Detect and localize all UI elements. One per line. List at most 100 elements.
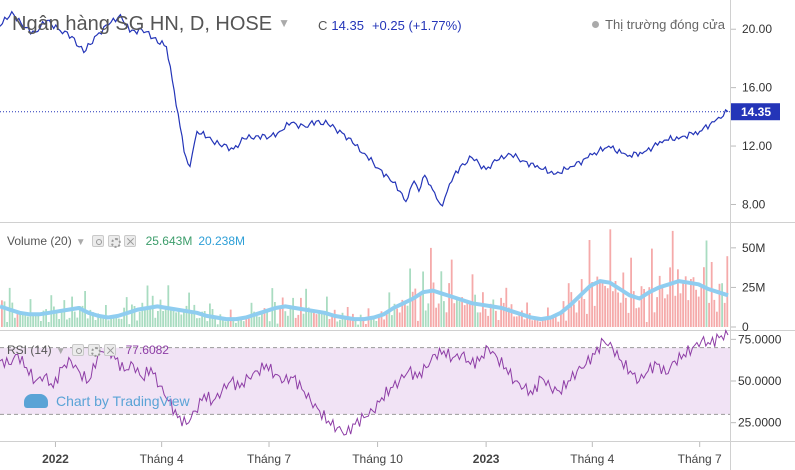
time-axis[interactable]: 2022 Tháng 4 Tháng 7 Tháng 10 2023 Tháng 4 Thá…	[42, 442, 722, 466]
rsi-close-icon[interactable]	[103, 344, 116, 356]
close-label: C	[318, 18, 328, 33]
volume-bar	[354, 320, 357, 327]
volume-bar	[687, 300, 690, 327]
volume-bar	[638, 307, 640, 327]
volume-bar	[396, 308, 398, 327]
volume-gear-icon[interactable]	[107, 235, 121, 248]
volume-bar	[219, 314, 222, 327]
rsi-indicator-name[interactable]: RSI (14)	[7, 343, 52, 357]
volume-bar	[297, 314, 300, 327]
rsi-dropdown-icon[interactable]: ▼	[55, 346, 66, 357]
volume-bar	[606, 288, 609, 327]
volume-bar	[86, 318, 89, 327]
volume-bar	[549, 318, 552, 327]
price-axis[interactable]: 8.00 12.00 16.00 20.00	[731, 22, 772, 211]
volume-bar	[435, 307, 437, 327]
volume-bar	[443, 301, 445, 327]
volume-bar	[224, 321, 227, 327]
volume-bar	[534, 318, 536, 327]
volume-close-icon[interactable]	[123, 235, 136, 247]
volume-bar	[495, 310, 497, 327]
volume-bar	[3, 301, 6, 327]
volume-axis[interactable]: 0 25M 50M	[731, 241, 765, 334]
volume-bar	[723, 302, 726, 327]
volume-value: 25.643M	[145, 234, 193, 248]
volume-bar	[99, 317, 102, 327]
volume-bar	[570, 292, 573, 327]
volume-bar	[128, 324, 131, 327]
rsi-value: 77.6082	[125, 343, 169, 357]
volume-dropdown-icon[interactable]: ▼	[75, 237, 86, 248]
volume-bar	[658, 275, 661, 327]
volume-bar	[102, 318, 105, 327]
volume-bar	[669, 267, 671, 327]
x-tick-label: Tháng 4	[140, 452, 184, 466]
volume-bar	[708, 302, 710, 327]
volume-tick-label: 0	[742, 320, 749, 334]
symbol-title[interactable]: Ngân hàng SG HN, D, HOSE ▼	[12, 13, 290, 36]
symbol-dropdown-icon[interactable]: ▼	[278, 16, 290, 30]
volume-bar	[539, 321, 541, 327]
volume-ma-line	[0, 279, 729, 322]
volume-bar	[76, 317, 79, 327]
volume-bar	[380, 311, 383, 327]
volume-bar	[383, 319, 385, 327]
volume-bar	[89, 309, 92, 327]
volume-bar	[131, 304, 133, 327]
volume-bar	[471, 274, 474, 327]
volume-bars	[1, 229, 729, 327]
volume-bar	[177, 308, 180, 327]
rsi-series	[0, 329, 729, 436]
volume-bar	[484, 308, 487, 327]
volume-bar	[170, 308, 172, 327]
volume-tick-label: 50M	[742, 241, 765, 255]
volume-bar	[612, 291, 614, 327]
rsi-axis[interactable]: 25.0000 50.0000 75.0000	[731, 332, 782, 430]
volume-bar	[157, 311, 159, 327]
volume-bar	[73, 311, 76, 327]
volume-bar	[578, 300, 580, 327]
volume-eye-icon[interactable]	[91, 235, 104, 247]
volume-bar	[362, 317, 365, 327]
volume-bar	[289, 305, 292, 327]
volume-bar	[583, 299, 586, 327]
tradingview-watermark[interactable]: Chart by TradingView	[24, 393, 190, 409]
volume-bar	[245, 315, 248, 327]
volume-bar	[16, 312, 19, 327]
volume-bar	[123, 307, 125, 327]
volume-bar	[479, 312, 482, 327]
volume-bar	[513, 316, 515, 327]
volume-bar	[287, 315, 289, 327]
volume-bar	[406, 305, 409, 327]
volume-bar	[409, 268, 411, 327]
symbol-title-text: Ngân hàng SG HN, D, HOSE	[12, 13, 273, 35]
last-price-tag-label: 14.35	[741, 105, 771, 119]
volume-bar	[216, 324, 219, 327]
volume-bar	[237, 318, 240, 327]
volume-bar	[261, 313, 263, 327]
volume-bar	[19, 311, 21, 327]
volume-bar	[614, 281, 617, 327]
volume-bar	[94, 320, 97, 327]
volume-ma-value: 20.238M	[198, 234, 246, 248]
volume-bar	[378, 316, 380, 327]
volume-bar	[365, 324, 367, 327]
volume-bar	[151, 295, 154, 327]
volume-bar	[437, 303, 440, 327]
volume-indicator-name[interactable]: Volume (20)	[7, 234, 72, 248]
volume-bar	[242, 321, 245, 327]
rsi-band	[0, 347, 730, 415]
volume-bar	[266, 311, 268, 327]
volume-bar	[562, 301, 565, 327]
rsi-gear-icon[interactable]	[87, 344, 101, 357]
rsi-eye-icon[interactable]	[71, 344, 84, 356]
volume-bar	[27, 316, 29, 327]
volume-bar	[11, 302, 14, 327]
volume-bar	[307, 307, 310, 327]
volume-bar	[206, 321, 209, 327]
volume-bar	[248, 318, 250, 327]
volume-bar	[411, 291, 414, 327]
volume-bar	[560, 312, 562, 327]
volume-bar	[713, 299, 716, 327]
